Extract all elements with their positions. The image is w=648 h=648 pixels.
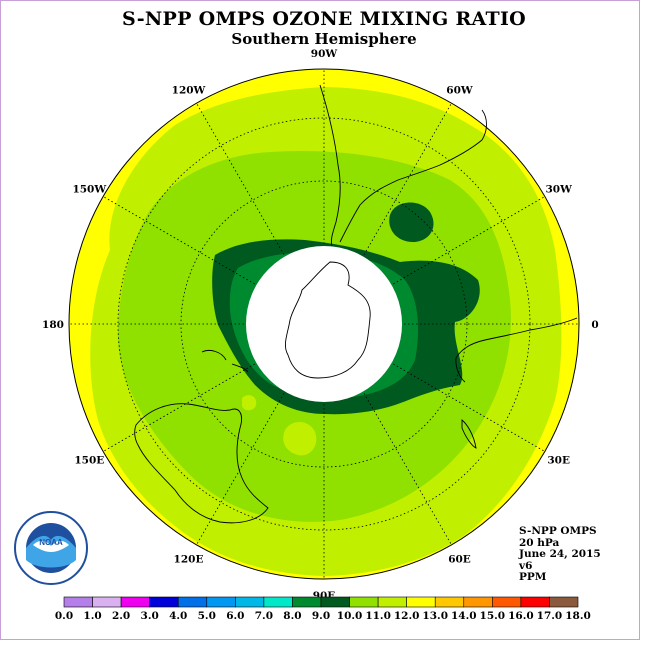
meridian-line [323,102,452,325]
colorbar-tick-label: 16.0 [508,610,534,622]
colorbar-swatch [292,596,322,608]
colorbar-swatch [377,596,407,608]
meridian-line [196,323,325,546]
colorbar-swatch [549,596,579,608]
colorbar-tick-label: 8.0 [283,610,301,622]
colorbar: 0.0 1.0 2.0 3.0 4.0 5.0 6.0 7.0 8.0 9.0 10.0 11.0 12… [55,596,591,622]
colorbar-tick-label: 14.0 [451,610,477,622]
contour-11-12ppm-patch [242,395,257,411]
colorbar-swatch [406,596,436,608]
longitude-label: 30E [547,455,570,467]
colorbar-swatch [434,596,465,608]
colorbar-swatch [320,596,350,608]
map-subtitle: Southern Hemisphere [231,30,417,48]
africa-coastline [455,317,578,383]
contour-11-12ppm-patch [283,421,317,456]
date-label: June 24, 2015 [519,548,601,560]
longitude-label: 60E [448,554,471,566]
colorbar-tick-label: 1.0 [83,610,101,622]
noaa-logo: NOAA [14,511,88,585]
colorbar-swatch [120,596,150,608]
colorbar-tick-label: 10.0 [337,610,363,622]
colorbar-tick-label: 17.0 [537,610,563,622]
longitude-label: 60W [446,84,473,96]
meridian-line [323,323,546,452]
colorbar-swatch [92,596,122,608]
map-boundary [68,68,580,580]
colorbar-swatch [263,596,293,608]
new-zealand-coastline [201,349,249,373]
version-label: v6 [519,559,533,572]
pressure-level-label: 20 hPa [519,536,560,549]
colorbar-swatch [520,596,550,608]
madagascar-coastline [461,419,477,449]
colorbar-tick-label: 4.0 [169,610,187,622]
contour-9-10ppm-cell [389,202,434,243]
colorbar-swatch [206,596,236,608]
longitude-label: 120E [174,554,204,566]
antarctica-coastline [285,261,371,379]
map-info: S-NPP OMPS 20 hPa June 24, 2015 v6 PPM [519,525,601,584]
longitude-graticule [69,69,579,579]
meridian-line [323,323,452,546]
australia-coastline [134,403,269,524]
south-america-coastline [319,84,487,247]
colorbar-tick-label: 9.0 [312,610,330,622]
colorbar-tick-label: 2.0 [112,610,130,622]
meridian-line [323,196,546,325]
figure-frame [0,0,640,640]
colorbar-tick-label: 12.0 [394,610,420,622]
longitude-label: 30W [545,184,572,196]
units-label: PPM [519,571,547,583]
colorbar-tick-label: 15.0 [480,610,506,622]
noaa-logo-text: NOAA [39,538,63,547]
colorbar-swatch [177,596,208,608]
colorbar-swatch [349,596,379,608]
longitude-label: 90W [311,48,338,60]
colorbar-swatch [63,596,93,608]
instrument-label: S-NPP OMPS [519,525,597,537]
colorbar-swatch [463,596,493,608]
map-title: S-NPP OMPS OZONE MIXING RATIO [121,8,527,30]
latitude-circle [117,117,531,531]
meridian-line [102,196,325,325]
colorbar-tick-label: 18.0 [565,610,591,622]
longitude-label: 150W [72,184,106,196]
longitude-label: 150E [74,455,104,467]
colorbar-swatch [235,596,265,608]
colorbar-tick-label: 5.0 [198,610,216,622]
longitude-label: 180 [42,319,64,331]
longitude-label: 120W [172,84,206,96]
meridian-line [102,323,325,452]
latitude-circle [180,180,468,468]
colorbar-tick-label: 6.0 [226,610,244,622]
colorbar-tick-label: 3.0 [141,610,159,622]
colorbar-swatch [492,596,522,608]
polar-night-mask [246,246,402,402]
longitude-label: 0 [591,319,598,331]
colorbar-tick-label: 7.0 [255,610,273,622]
colorbar-tick-label: 13.0 [422,610,448,622]
meridian-line [196,102,325,325]
colorbar-swatch [149,596,179,608]
colorbar-tick-label: 11.0 [365,610,391,622]
coastlines [134,84,578,524]
colorbar-tick-label: 0.0 [55,610,73,622]
